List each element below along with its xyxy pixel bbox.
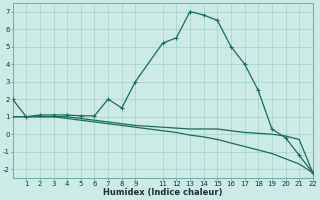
X-axis label: Humidex (Indice chaleur): Humidex (Indice chaleur): [103, 188, 222, 197]
